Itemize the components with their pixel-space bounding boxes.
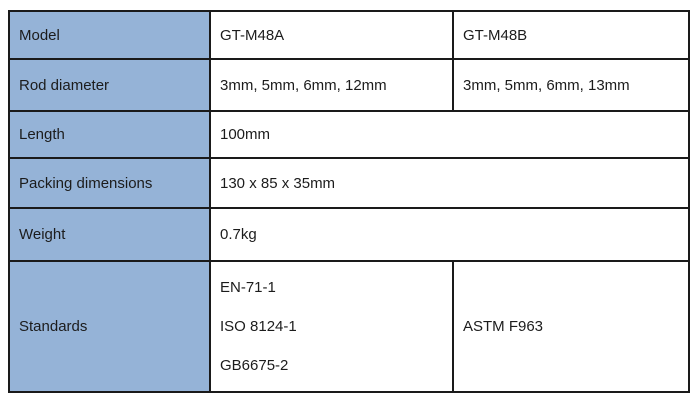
cell-standards-b: ASTM F963 <box>452 260 690 393</box>
product-spec-table: Model GT-M48A GT-M48B Rod diameter 3mm, … <box>8 10 690 393</box>
row-label-model: Model <box>8 10 211 60</box>
cell-model-b: GT-M48B <box>452 10 690 60</box>
cell-length-value: 100mm <box>209 110 690 159</box>
cell-weight-value: 0.7kg <box>209 207 690 262</box>
table-row-standards: Standards EN-71-1 ISO 8124-1 GB6675-2 AS… <box>8 260 690 393</box>
standards-line-2: ISO 8124-1 <box>220 317 297 335</box>
standards-line-3: GB6675-2 <box>220 356 289 374</box>
table-row-rod-diameter: Rod diameter 3mm, 5mm, 6mm, 12mm 3mm, 5m… <box>8 58 690 112</box>
row-label-weight: Weight <box>8 207 211 262</box>
cell-standards-a: EN-71-1 ISO 8124-1 GB6675-2 <box>209 260 454 393</box>
cell-rod-diameter-a: 3mm, 5mm, 6mm, 12mm <box>209 58 454 112</box>
table-row-model: Model GT-M48A GT-M48B <box>8 10 690 60</box>
cell-model-a: GT-M48A <box>209 10 454 60</box>
row-label-packing-dimensions: Packing dimensions <box>8 157 211 209</box>
standards-line-1: EN-71-1 <box>220 278 276 296</box>
table-row-length: Length 100mm <box>8 110 690 159</box>
row-label-standards: Standards <box>8 260 211 393</box>
standards-list: EN-71-1 ISO 8124-1 GB6675-2 <box>220 279 443 375</box>
cell-packing-dimensions-value: 130 x 85 x 35mm <box>209 157 690 209</box>
row-label-length: Length <box>8 110 211 159</box>
row-label-rod-diameter: Rod diameter <box>8 58 211 112</box>
cell-rod-diameter-b: 3mm, 5mm, 6mm, 13mm <box>452 58 690 112</box>
table-row-weight: Weight 0.7kg <box>8 207 690 262</box>
table-row-packing-dimensions: Packing dimensions 130 x 85 x 35mm <box>8 157 690 209</box>
